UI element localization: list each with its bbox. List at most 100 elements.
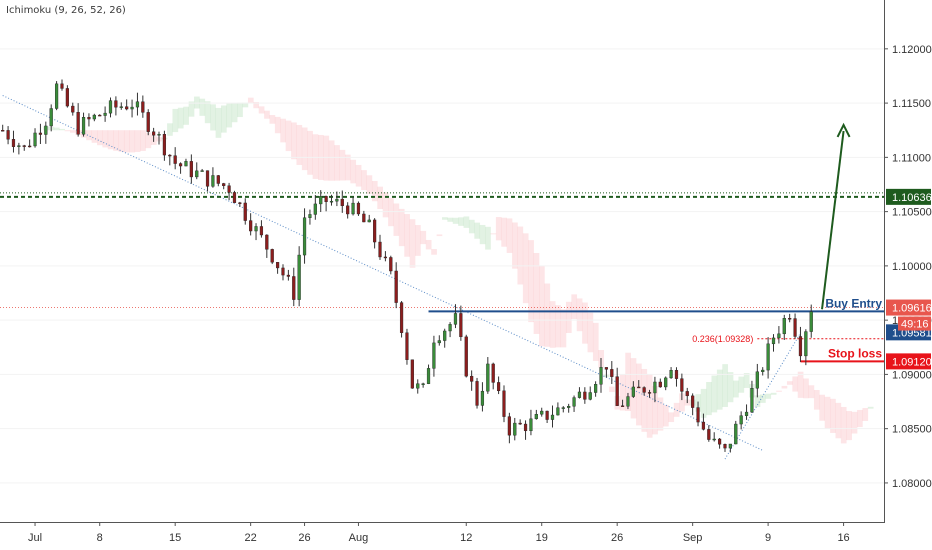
candle-body [545,410,549,420]
candle-body [798,336,803,357]
candle-body [362,213,366,223]
candle [227,182,231,201]
candle [712,432,716,442]
cloud-segment [221,105,227,133]
grid [0,48,884,484]
candle [691,393,695,416]
candle [728,443,732,453]
cloud-segment [792,376,799,392]
candle-body [11,139,16,147]
candle [60,79,64,91]
candle-body [125,106,129,110]
cloud-segment [188,101,195,117]
candle-body [437,340,441,344]
cloud-segment [706,381,712,416]
candle-body [448,324,452,332]
candle-body [173,155,177,164]
cloud-segment [636,363,642,426]
cloud-segment [145,132,152,149]
candle [238,201,242,207]
candle [76,103,80,137]
candle [701,413,706,431]
candle-body [691,395,695,408]
cloud-segment [415,225,421,256]
cloud-segment [813,390,820,410]
candle-body [410,359,414,389]
cloud-segment [53,127,60,131]
time-tick-label: 8 [97,532,103,544]
candle [71,102,75,116]
cloud-segment [512,222,518,269]
candle [319,190,323,213]
cloud-segment [474,222,481,239]
candle-body [680,378,684,392]
cloud-segment [835,402,842,439]
price-tag-bg [886,299,931,316]
candle-body [518,422,522,425]
candle [750,380,754,413]
time-axis-bg [0,522,932,550]
candle-body [157,134,161,136]
cloud-segment [102,130,109,148]
price-tick-label: 1.12000 [892,44,932,56]
cloud-segment [549,301,556,348]
cloud-segment [851,411,858,434]
cloud-segment [447,217,454,222]
candle-body [346,205,350,215]
cloud-segment [285,120,292,152]
candle [529,409,533,436]
candle-body [351,202,355,215]
cloud-segment [328,140,335,181]
candle [669,367,673,379]
candle [130,99,134,118]
candle [523,420,528,440]
candle-body [399,302,404,333]
candle [308,209,312,225]
candle-body [744,411,749,416]
candle [658,378,662,388]
candle [114,96,118,116]
price-tag-text: 1.10636 [892,192,932,204]
candle [65,85,69,108]
candle-body [788,318,792,320]
candle-body [329,200,334,203]
cloud-segment [776,390,782,392]
candle-body [717,438,722,445]
candle [378,234,382,260]
candles [1,79,813,453]
candle [265,234,269,258]
cloud-segment [722,364,728,407]
candle [545,410,549,423]
cloud-segment [253,102,260,109]
cloud-segment [361,170,367,191]
candle [594,381,598,397]
candle-body [631,386,635,397]
candle [572,395,576,412]
candle-body [130,106,134,110]
cloud-segment [350,159,357,184]
cloud-segment [334,145,340,181]
candle-body [610,369,614,377]
candle-body [567,406,571,408]
cloud-segment [786,381,793,385]
cloud-segment [592,322,599,361]
price-tag: 1.10636 [886,188,932,205]
cloud-segment [113,130,119,151]
candle [243,198,247,225]
price-tag-text: 1.09120 [892,356,932,368]
cloud-segment [830,398,836,433]
candle [480,382,485,412]
candle-body [319,196,323,205]
candle-body [373,219,377,243]
candle [405,328,409,365]
candle [626,392,630,410]
candle-body [184,161,188,167]
candle-body [324,196,328,203]
candle [346,202,350,219]
candle [173,147,177,170]
candle-body [653,381,657,394]
candle [723,443,727,452]
candle [205,170,210,192]
candle-body [658,381,662,388]
